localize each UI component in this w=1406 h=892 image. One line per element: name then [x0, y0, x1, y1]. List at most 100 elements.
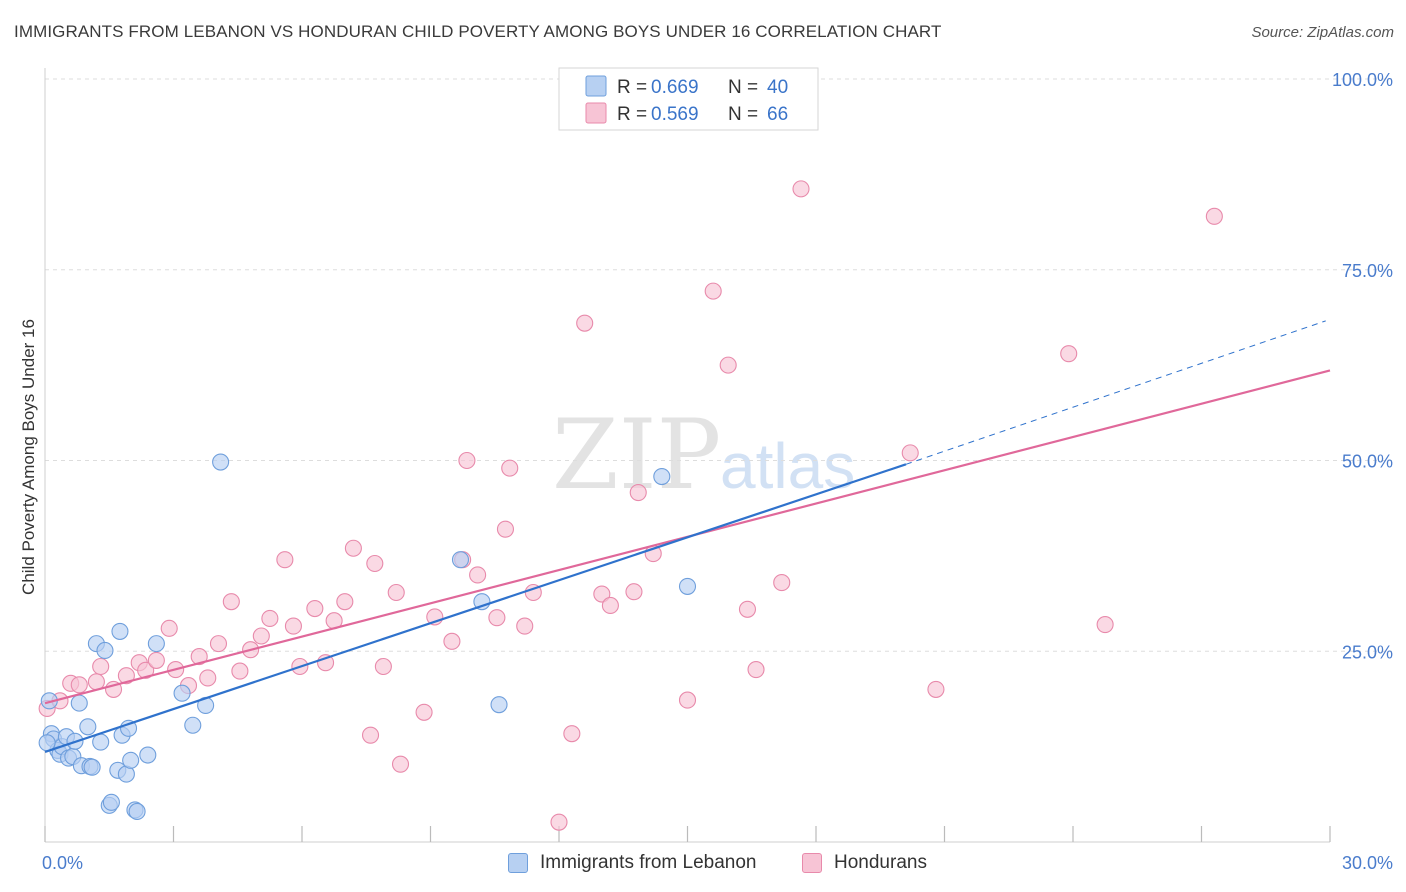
legend-swatch-lebanon-bottom	[508, 853, 528, 873]
lebanon-point	[70, 694, 88, 712]
legend-n-label-lebanon: N =	[728, 77, 758, 98]
hondurans-point	[792, 180, 810, 198]
hondurans-point	[344, 539, 362, 557]
hondurans-point	[231, 662, 249, 680]
legend-n-value-hondurans: 66	[767, 104, 788, 125]
hondurans-point	[704, 282, 722, 300]
hondurans-point	[261, 609, 279, 627]
x-tick-label: 30.0%	[1342, 853, 1393, 873]
hondurans-point	[747, 661, 765, 679]
lebanon-point	[83, 758, 101, 776]
bottom-legend: Immigrants from Lebanon Hondurans	[0, 852, 1406, 878]
lebanon-trend-extension	[905, 320, 1326, 465]
legend-r-value-lebanon: 0.669	[651, 77, 699, 98]
hondurans-point	[576, 314, 594, 332]
legend-n-label-hondurans: N =	[728, 104, 758, 125]
hondurans-point	[550, 813, 568, 831]
hondurans-point	[252, 627, 270, 645]
hondurans-point	[901, 444, 919, 462]
hondurans-point	[190, 648, 208, 666]
hondurans-point	[629, 483, 647, 502]
gridlines	[45, 78, 1392, 652]
lebanon-point	[653, 467, 671, 486]
hondurans-point	[306, 599, 324, 618]
hondurans-point	[927, 680, 945, 698]
hondurans-point	[469, 566, 487, 584]
y-tick-label: 50.0%	[1342, 452, 1393, 472]
hondurans-point	[137, 661, 155, 679]
hondurans-point	[276, 551, 294, 569]
source-label: Source: ZipAtlas.com	[1251, 24, 1394, 41]
hondurans-point	[366, 554, 384, 573]
hondurans-point	[443, 632, 461, 650]
hondurans-point	[501, 459, 519, 477]
lebanon-point	[147, 635, 165, 653]
hondurans-point	[374, 657, 392, 676]
legend-label-lebanon: Immigrants from Lebanon	[540, 852, 757, 873]
hondurans-point	[773, 574, 791, 592]
y-axis-label: Child Poverty Among Boys Under 16	[19, 319, 38, 595]
hondurans-point	[738, 600, 757, 618]
hondurans-point	[1096, 615, 1114, 634]
lebanon-point	[139, 746, 157, 764]
lebanon-points	[38, 453, 697, 821]
hondurans-point	[117, 667, 135, 685]
watermark-atlas: atlas	[720, 430, 855, 502]
lebanon-point	[212, 453, 230, 471]
y-tick-label: 25.0%	[1342, 642, 1393, 662]
hondurans-point	[222, 593, 240, 611]
hondurans-point	[458, 451, 476, 470]
hondurans-point	[625, 583, 643, 601]
top-legend: R = 0.669 N = 40 R = 0.569 N = 66	[558, 67, 819, 131]
lebanon-point	[128, 802, 146, 821]
hondurans-point	[92, 657, 110, 676]
tick-labels: 25.0% 50.0% 75.0% 100.0% 0.0% 30.0%	[42, 70, 1393, 873]
legend-swatch-hondurans	[585, 102, 607, 124]
hondurans-point	[601, 596, 619, 615]
lebanon-point	[678, 577, 697, 595]
legend-r-label-lebanon: R =	[617, 77, 647, 98]
hondurans-point	[336, 593, 354, 611]
y-tick-label: 75.0%	[1342, 261, 1393, 281]
legend-label-hondurans: Hondurans	[834, 852, 927, 873]
hondurans-point	[160, 619, 178, 637]
lebanon-point	[184, 716, 202, 734]
legend-r-label-hondurans: R =	[617, 104, 647, 125]
lebanon-point	[96, 641, 114, 660]
hondurans-point	[415, 703, 433, 721]
legend-item-hondurans: Hondurans	[802, 852, 927, 874]
hondurans-point	[1060, 345, 1078, 363]
hondurans-point	[147, 651, 165, 669]
lebanon-point	[122, 751, 140, 769]
lebanon-point	[79, 718, 97, 736]
hondurans-point	[593, 585, 611, 603]
hondurans-point	[1205, 207, 1223, 225]
hondurans-point	[488, 609, 506, 627]
legend-r-value-hondurans: 0.569	[651, 104, 699, 125]
hondurans-point	[391, 755, 410, 773]
legend-swatch-hondurans-bottom	[802, 853, 822, 873]
hondurans-point	[209, 635, 228, 653]
lebanon-point	[451, 551, 470, 569]
hondurans-point	[199, 669, 217, 687]
hondurans-point	[496, 520, 515, 538]
trend-lines	[44, 320, 1331, 754]
hondurans-point	[719, 356, 737, 374]
lebanon-point	[173, 684, 191, 702]
lebanon-point	[111, 622, 129, 640]
hondurans-point	[563, 725, 581, 743]
legend-n-value-lebanon: 40	[767, 77, 788, 98]
lebanon-point	[102, 793, 120, 811]
x-tick-label: 0.0%	[42, 853, 83, 873]
hondurans-point	[516, 617, 534, 635]
lebanon-trend-line	[44, 463, 907, 754]
hondurans-point	[284, 617, 302, 635]
y-tick-label: 100.0%	[1332, 70, 1393, 90]
hondurans-point	[361, 726, 380, 744]
chart-title: IMMIGRANTS FROM LEBANON VS HONDURAN CHIL…	[14, 22, 942, 41]
hondurans-point	[70, 676, 88, 694]
legend-item-lebanon: Immigrants from Lebanon	[508, 852, 757, 874]
lebanon-point	[92, 733, 110, 751]
legend-swatch-lebanon	[585, 75, 607, 97]
